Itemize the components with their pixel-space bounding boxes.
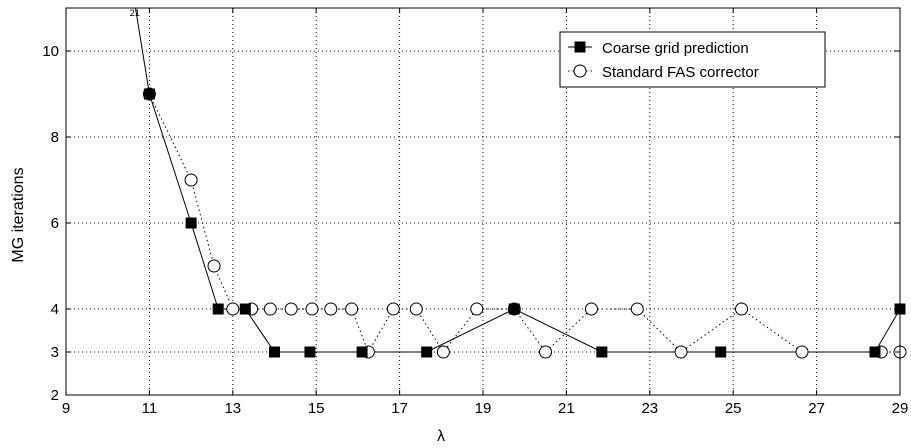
standard-fas-corrector-point [735,302,749,316]
x-tick-label: 25 [725,400,742,417]
standard-fas-corrector-point [539,345,553,359]
coarse-grid-prediction-point [185,217,197,229]
standard-fas-corrector-point [584,302,598,316]
x-tick-label: 17 [391,400,408,417]
y-tick-label: 6 [51,215,59,232]
x-tick-label: 15 [308,400,325,417]
coarse-grid-prediction-line [134,8,900,353]
legend-marker-fas [573,64,587,78]
standard-fas-corrector-point [263,302,277,316]
standard-fas-corrector-point [795,345,809,359]
standard-fas-corrector-point [284,302,298,316]
coarse-grid-prediction-point [356,346,368,358]
x-tick-label: 21 [558,400,575,417]
coarse-grid-prediction-point [869,346,881,358]
legend-marker-coarse [574,41,586,53]
standard-fas-corrector-point [409,302,423,316]
x-tick-label: 19 [475,400,492,417]
x-tick-label: 29 [892,400,909,417]
standard-fas-corrector-point [305,302,319,316]
y-tick-label: 4 [51,301,59,318]
x-tick-label: 13 [224,400,241,417]
coarse-grid-prediction-point [508,303,520,315]
standard-fas-corrector-point [674,345,688,359]
y-tick-label: 2 [51,387,59,404]
y-axis-label: MG iterations [10,167,27,262]
coarse-grid-prediction-point [596,346,608,358]
standard-fas-corrector-point [436,345,450,359]
standard-fas-corrector-point [386,302,400,316]
y-tick-label: 3 [51,344,59,361]
coarse-grid-prediction-point [421,346,433,358]
coarse-grid-prediction-point [269,346,280,358]
coarse-grid-prediction-point [239,303,251,315]
coarse-grid-prediction-point [715,346,727,358]
x-tick-label: 27 [808,400,825,417]
legend: Coarse grid prediction Standard FAS corr… [559,31,826,88]
x-tick-label: 23 [641,400,658,417]
series-lines [134,8,900,354]
y-tick-label: 10 [42,43,59,60]
standard-fas-corrector-point [630,302,644,316]
series-markers [142,87,907,359]
standard-fas-corrector-point [324,302,338,316]
coarse-grid-prediction-point [143,88,155,100]
coarse-grid-prediction-point [304,346,316,358]
standard-fas-corrector-point [184,173,198,187]
offscale-annotation: 21 [130,8,140,18]
legend-label-coarse: Coarse grid prediction [602,40,749,57]
y-tick-label: 8 [51,129,59,146]
legend-label-fas: Standard FAS corrector [602,64,759,81]
x-tick-label: 9 [62,400,70,417]
standard-fas-corrector-line [148,93,900,354]
legend-box [559,31,826,88]
standard-fas-corrector-point [226,302,240,316]
standard-fas-corrector-point [345,302,359,316]
standard-fas-corrector-point [470,302,484,316]
x-tick-label: 11 [142,400,158,417]
coarse-grid-prediction-point [212,303,224,315]
x-axis-label: λ [437,428,445,445]
standard-fas-corrector-point [207,259,221,273]
